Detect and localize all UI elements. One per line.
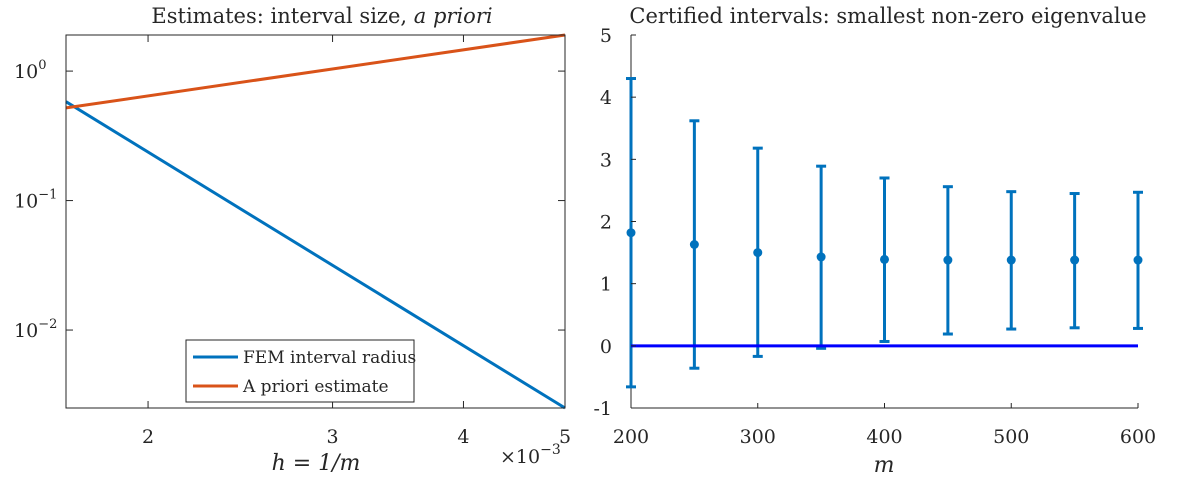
errorbar-m-500 (1006, 190, 1017, 331)
series-line-fem-radius (65, 100, 566, 410)
x-tick-label: 5 (559, 426, 571, 448)
left-x-multiplier: ×10−3 (500, 442, 561, 468)
legend-box (185, 339, 415, 403)
x-tick-label: 500 (993, 426, 1029, 448)
x-tick-label: 2 (142, 426, 154, 448)
x-tick-label: 4 (457, 426, 469, 448)
left-plot-area (65, 33, 566, 410)
x-tick-label: 600 (1120, 426, 1156, 448)
errorbar-center-point (1006, 255, 1016, 265)
errorbar-center-point (1133, 255, 1143, 265)
y-tick-label: 2 (600, 212, 612, 234)
errorbar-m-250 (689, 119, 700, 370)
errorbar-m-400 (879, 176, 890, 343)
errorbar-m-600 (1133, 190, 1143, 330)
y-tick-label: 100 (14, 58, 46, 83)
x-tick-label: 300 (740, 426, 776, 448)
legend: FEM interval radius A priori estimate (185, 339, 416, 403)
y-tick-label: 1 (600, 274, 612, 296)
right-x-ticks: 200 300 400 500 600 (613, 403, 1156, 448)
y-tick-label: 0 (600, 336, 612, 358)
legend-label-apriori: A priori estimate (242, 377, 389, 397)
left-axes-box (65, 34, 566, 409)
y-tick-label: 4 (600, 87, 612, 109)
right-y-ticks: -1 0 1 2 3 4 5 (593, 25, 636, 420)
left-chart-title: Estimates: interval size, a priori (151, 4, 492, 28)
left-x-axis-label: h = 1/m (272, 451, 361, 476)
errorbar-m-200 (626, 77, 636, 389)
errorbar-center-point (753, 248, 763, 258)
right-x-axis-label: m (874, 453, 895, 478)
left-y-ticks: 100 10−1 10−2 (14, 58, 565, 342)
x-tick-label: 400 (866, 426, 902, 448)
right-chart-title: Certified intervals: smallest non-zero e… (629, 4, 1146, 28)
errorbar-center-point (816, 252, 826, 262)
errorbar-center-point (880, 254, 889, 264)
errorbar-center-point (1070, 255, 1080, 265)
y-tick-label: -1 (593, 398, 612, 420)
errorbar-m-550 (1069, 192, 1080, 330)
left-chart: Estimates: interval size, a priori 10010… (14, 4, 571, 476)
y-tick-label: 10−1 (14, 188, 57, 213)
x-tick-label: 3 (327, 426, 339, 448)
y-tick-label: 3 (600, 149, 612, 171)
legend-label-fem: FEM interval radius (243, 348, 416, 368)
y-tick-label: 5 (600, 25, 612, 47)
x-tick-label: 200 (613, 426, 649, 448)
y-tick-label: 10−2 (14, 317, 57, 342)
errorbar-m-350 (816, 164, 827, 350)
errorbar-center-point (689, 240, 699, 250)
errorbar-m-300 (752, 146, 763, 358)
right-chart: Certified intervals: smallest non-zero e… (593, 4, 1156, 478)
errorbar-center-point (626, 228, 636, 238)
errorbar-m-450 (942, 185, 953, 336)
right-plot-area (626, 77, 1143, 389)
errorbar-center-point (943, 255, 953, 265)
series-line-apriori-estimate (65, 33, 566, 110)
